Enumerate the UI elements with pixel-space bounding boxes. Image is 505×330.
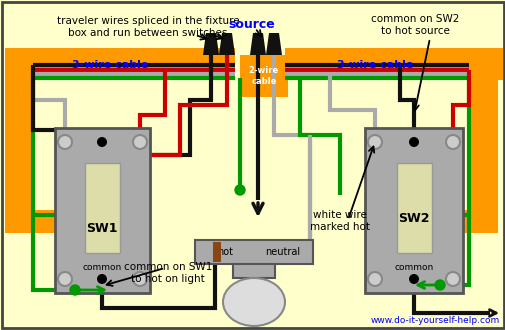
- Bar: [5, 48, 234, 80]
- Bar: [232, 264, 274, 278]
- Bar: [55, 128, 149, 293]
- Circle shape: [367, 135, 381, 149]
- Polygon shape: [203, 33, 219, 55]
- Text: hot: hot: [217, 247, 232, 257]
- Text: SW1: SW1: [86, 221, 118, 235]
- Circle shape: [133, 272, 147, 286]
- Ellipse shape: [223, 278, 284, 326]
- Circle shape: [408, 137, 418, 147]
- Circle shape: [58, 272, 72, 286]
- Bar: [364, 128, 462, 293]
- Bar: [85, 163, 120, 253]
- Text: common: common: [82, 262, 121, 272]
- Text: traveler wires spliced in the fixture
box and run between switches: traveler wires spliced in the fixture bo…: [57, 16, 239, 38]
- Bar: [468, 48, 497, 233]
- Text: 3-wire cable: 3-wire cable: [72, 60, 148, 70]
- Text: www.do-it-yourself-help.com: www.do-it-yourself-help.com: [370, 316, 499, 325]
- Text: neutral: neutral: [265, 247, 300, 257]
- Bar: [5, 48, 33, 233]
- Bar: [239, 55, 287, 97]
- Circle shape: [367, 272, 381, 286]
- Circle shape: [234, 185, 244, 195]
- Circle shape: [70, 285, 80, 295]
- Bar: [213, 242, 221, 262]
- Bar: [284, 48, 502, 80]
- Polygon shape: [249, 33, 266, 55]
- Polygon shape: [219, 33, 234, 55]
- Polygon shape: [266, 33, 281, 55]
- Bar: [424, 210, 497, 233]
- Circle shape: [408, 274, 418, 284]
- Text: SW2: SW2: [397, 212, 429, 224]
- Text: source: source: [228, 18, 275, 31]
- Bar: [194, 240, 313, 264]
- Bar: [5, 210, 80, 233]
- Circle shape: [133, 135, 147, 149]
- Circle shape: [445, 135, 459, 149]
- Circle shape: [445, 272, 459, 286]
- Text: common on SW2
to hot source: common on SW2 to hot source: [370, 14, 458, 36]
- Circle shape: [58, 135, 72, 149]
- Text: white wire
marked hot: white wire marked hot: [310, 210, 369, 232]
- Bar: [396, 163, 431, 253]
- Text: 3-wire cable: 3-wire cable: [336, 60, 413, 70]
- Circle shape: [97, 137, 107, 147]
- Circle shape: [434, 280, 444, 290]
- Circle shape: [97, 274, 107, 284]
- Text: common on SW1
to hot on light: common on SW1 to hot on light: [124, 262, 212, 284]
- Text: common: common: [393, 262, 433, 272]
- Text: 2-wire
cable: 2-wire cable: [248, 66, 279, 86]
